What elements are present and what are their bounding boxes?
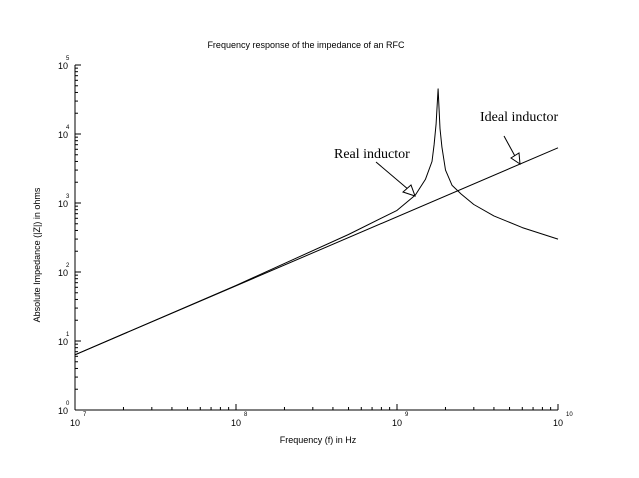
x-tick-label: 10 xyxy=(553,418,563,428)
x-axis-label: Frequency (f) in Hz xyxy=(280,435,357,445)
y-tick-label: 10 xyxy=(58,61,68,71)
x-tick-label: 10 xyxy=(70,418,80,428)
y-tick-label: 10 xyxy=(58,199,68,209)
y-tick-exponent: 0 xyxy=(66,401,70,407)
annotation-real-arrowhead xyxy=(402,184,416,197)
y-tick-exponent: 2 xyxy=(66,263,70,269)
y-tick-label: 10 xyxy=(58,268,68,278)
y-axis-label: Absolute Impedance (|Z|) in ohms xyxy=(32,187,42,322)
x-tick-exponent: 8 xyxy=(244,412,248,418)
y-tick-label: 10 xyxy=(58,337,68,347)
y-tick-label: 10 xyxy=(58,406,68,416)
annotation-ideal-arrow-line xyxy=(503,135,517,159)
x-tick-label: 10 xyxy=(231,418,241,428)
annotation-ideal-arrowhead xyxy=(510,152,521,165)
x-tick-exponent: 7 xyxy=(83,412,87,418)
annotation-real-inductor: Real inductor xyxy=(334,147,410,162)
x-tick-exponent: 9 xyxy=(405,412,409,418)
series-group xyxy=(74,88,559,356)
chart-title: Frequency response of the impedance of a… xyxy=(207,40,405,50)
y-tick-exponent: 5 xyxy=(66,56,70,62)
y-tick-exponent: 4 xyxy=(66,125,70,131)
y-tick-exponent: 1 xyxy=(66,332,70,338)
x-tick-exponent: 10 xyxy=(566,412,573,418)
y-tick-exponent: 3 xyxy=(66,194,70,200)
y-tick-label: 10 xyxy=(58,130,68,140)
x-tick-label: 10 xyxy=(392,418,402,428)
series-line-real-inductor xyxy=(74,88,559,356)
annotation-ideal-inductor: Ideal inductor xyxy=(480,110,558,125)
annotation-real-arrow-line xyxy=(375,161,410,191)
